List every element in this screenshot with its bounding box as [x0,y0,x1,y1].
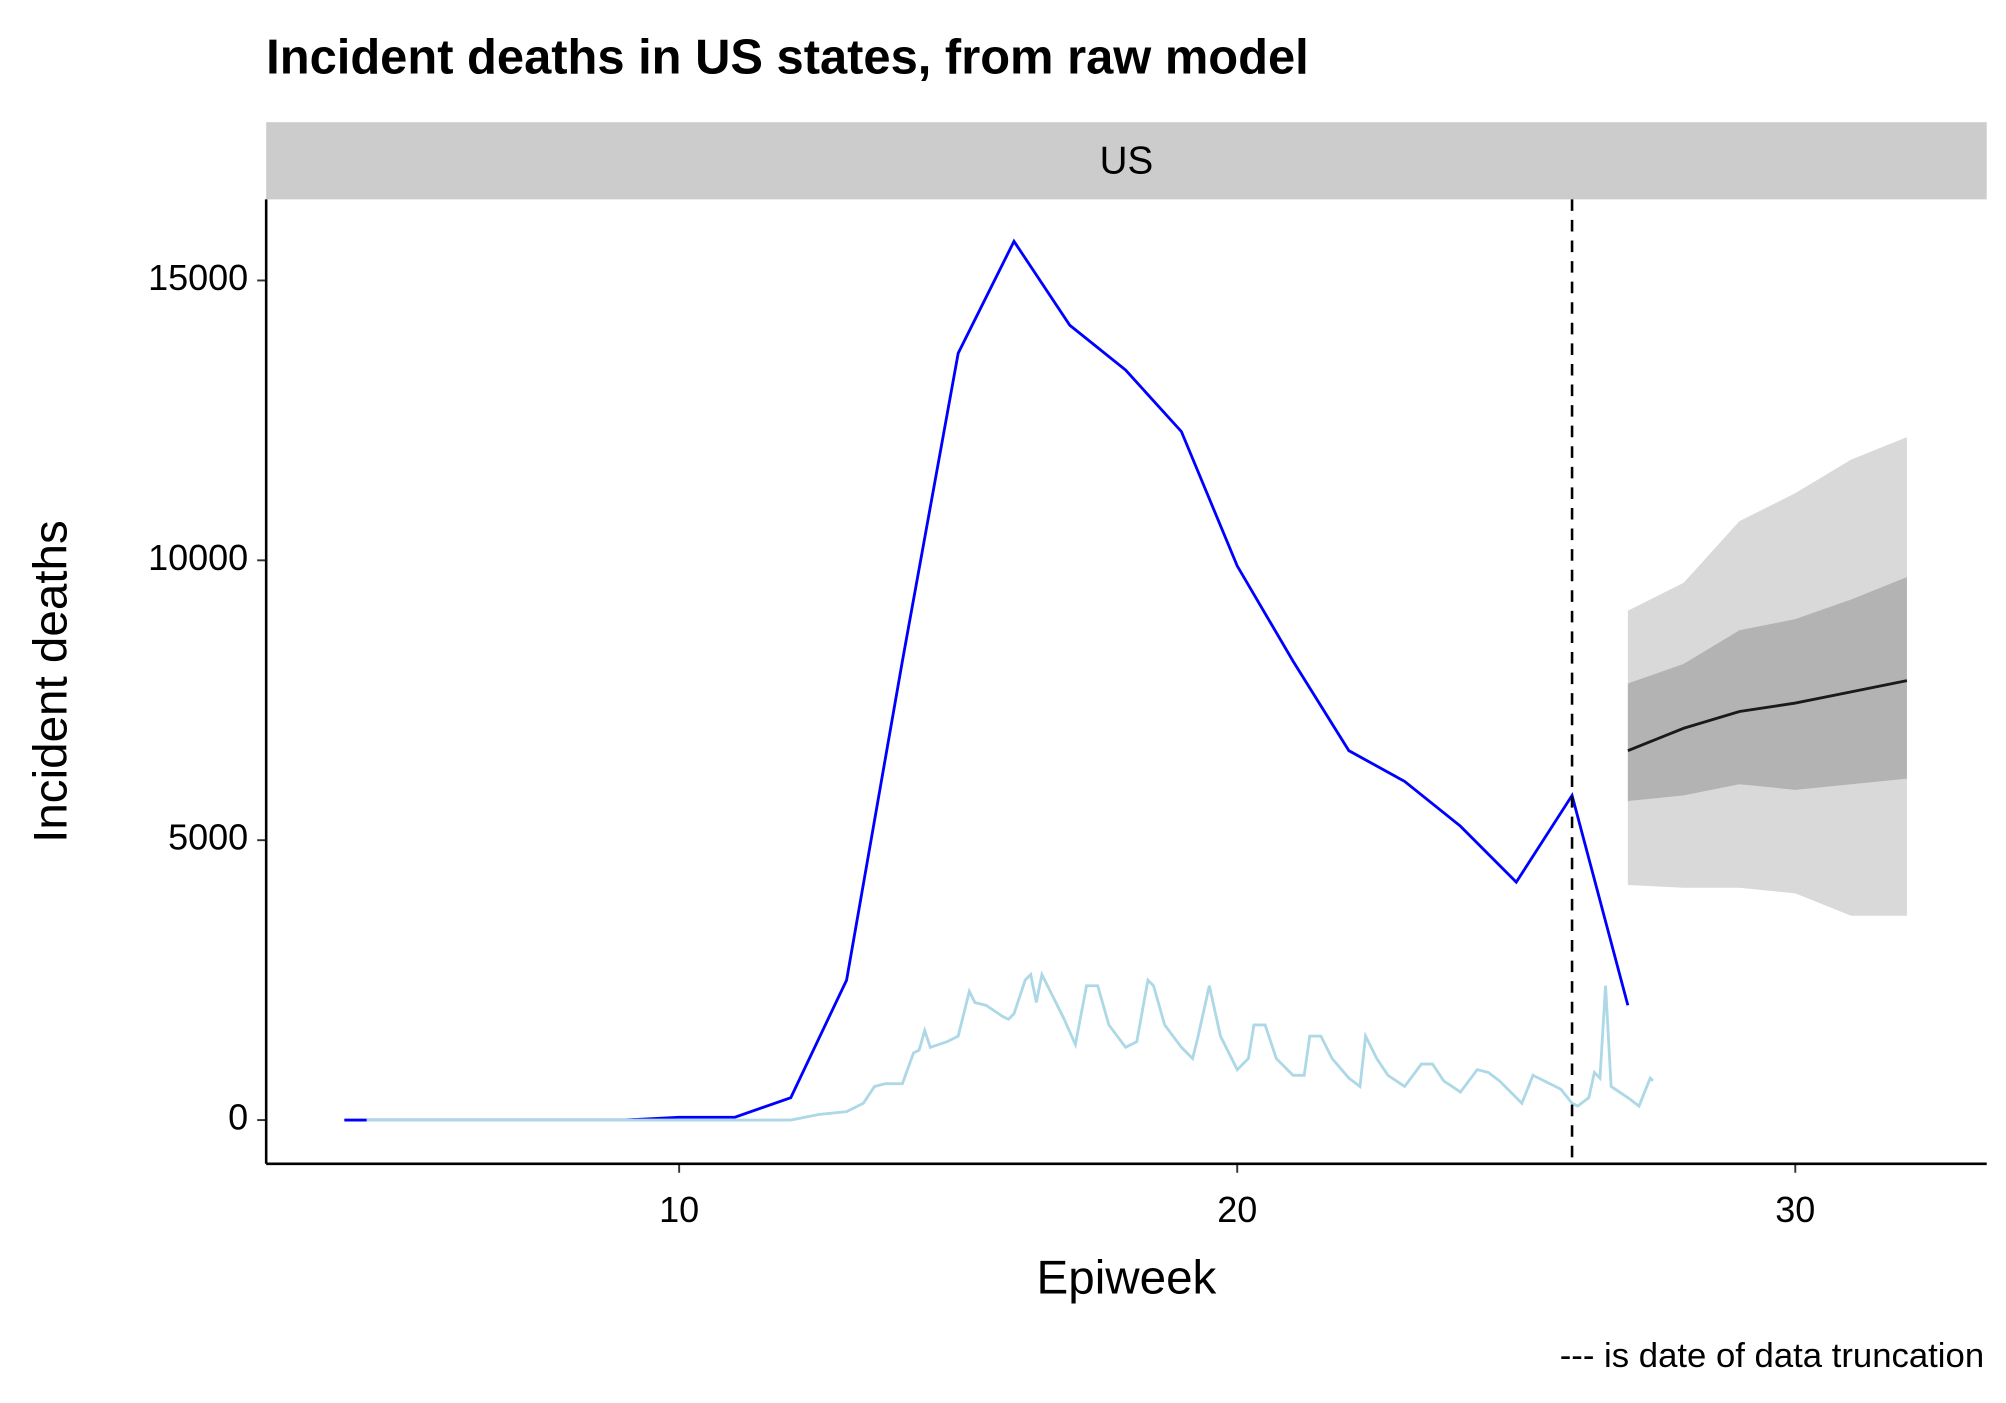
panel-label: US [1100,140,1154,183]
data-line [1627,679,1908,752]
panel-strip [266,122,1987,200]
y-tick-label: 5000 [168,817,248,858]
x-tick-label: 10 [659,1189,699,1230]
data-line [344,238,1630,1122]
x-tick-label: 20 [1217,1189,1257,1230]
data-line [366,970,1654,1122]
x-axis-label: Epiweek [1037,1251,1217,1304]
chart-title: Incident deaths in US states, from raw m… [266,30,1309,84]
y-tick-label: 15000 [148,257,248,298]
prediction-band [1627,577,1907,802]
y-tick-label: 10000 [148,537,248,578]
x-tick-label: 30 [1775,1189,1815,1230]
y-axis-label: Incident deaths [25,520,78,843]
y-tick-label: 0 [228,1097,248,1138]
caption: --- is date of data truncation [1560,1337,1984,1375]
